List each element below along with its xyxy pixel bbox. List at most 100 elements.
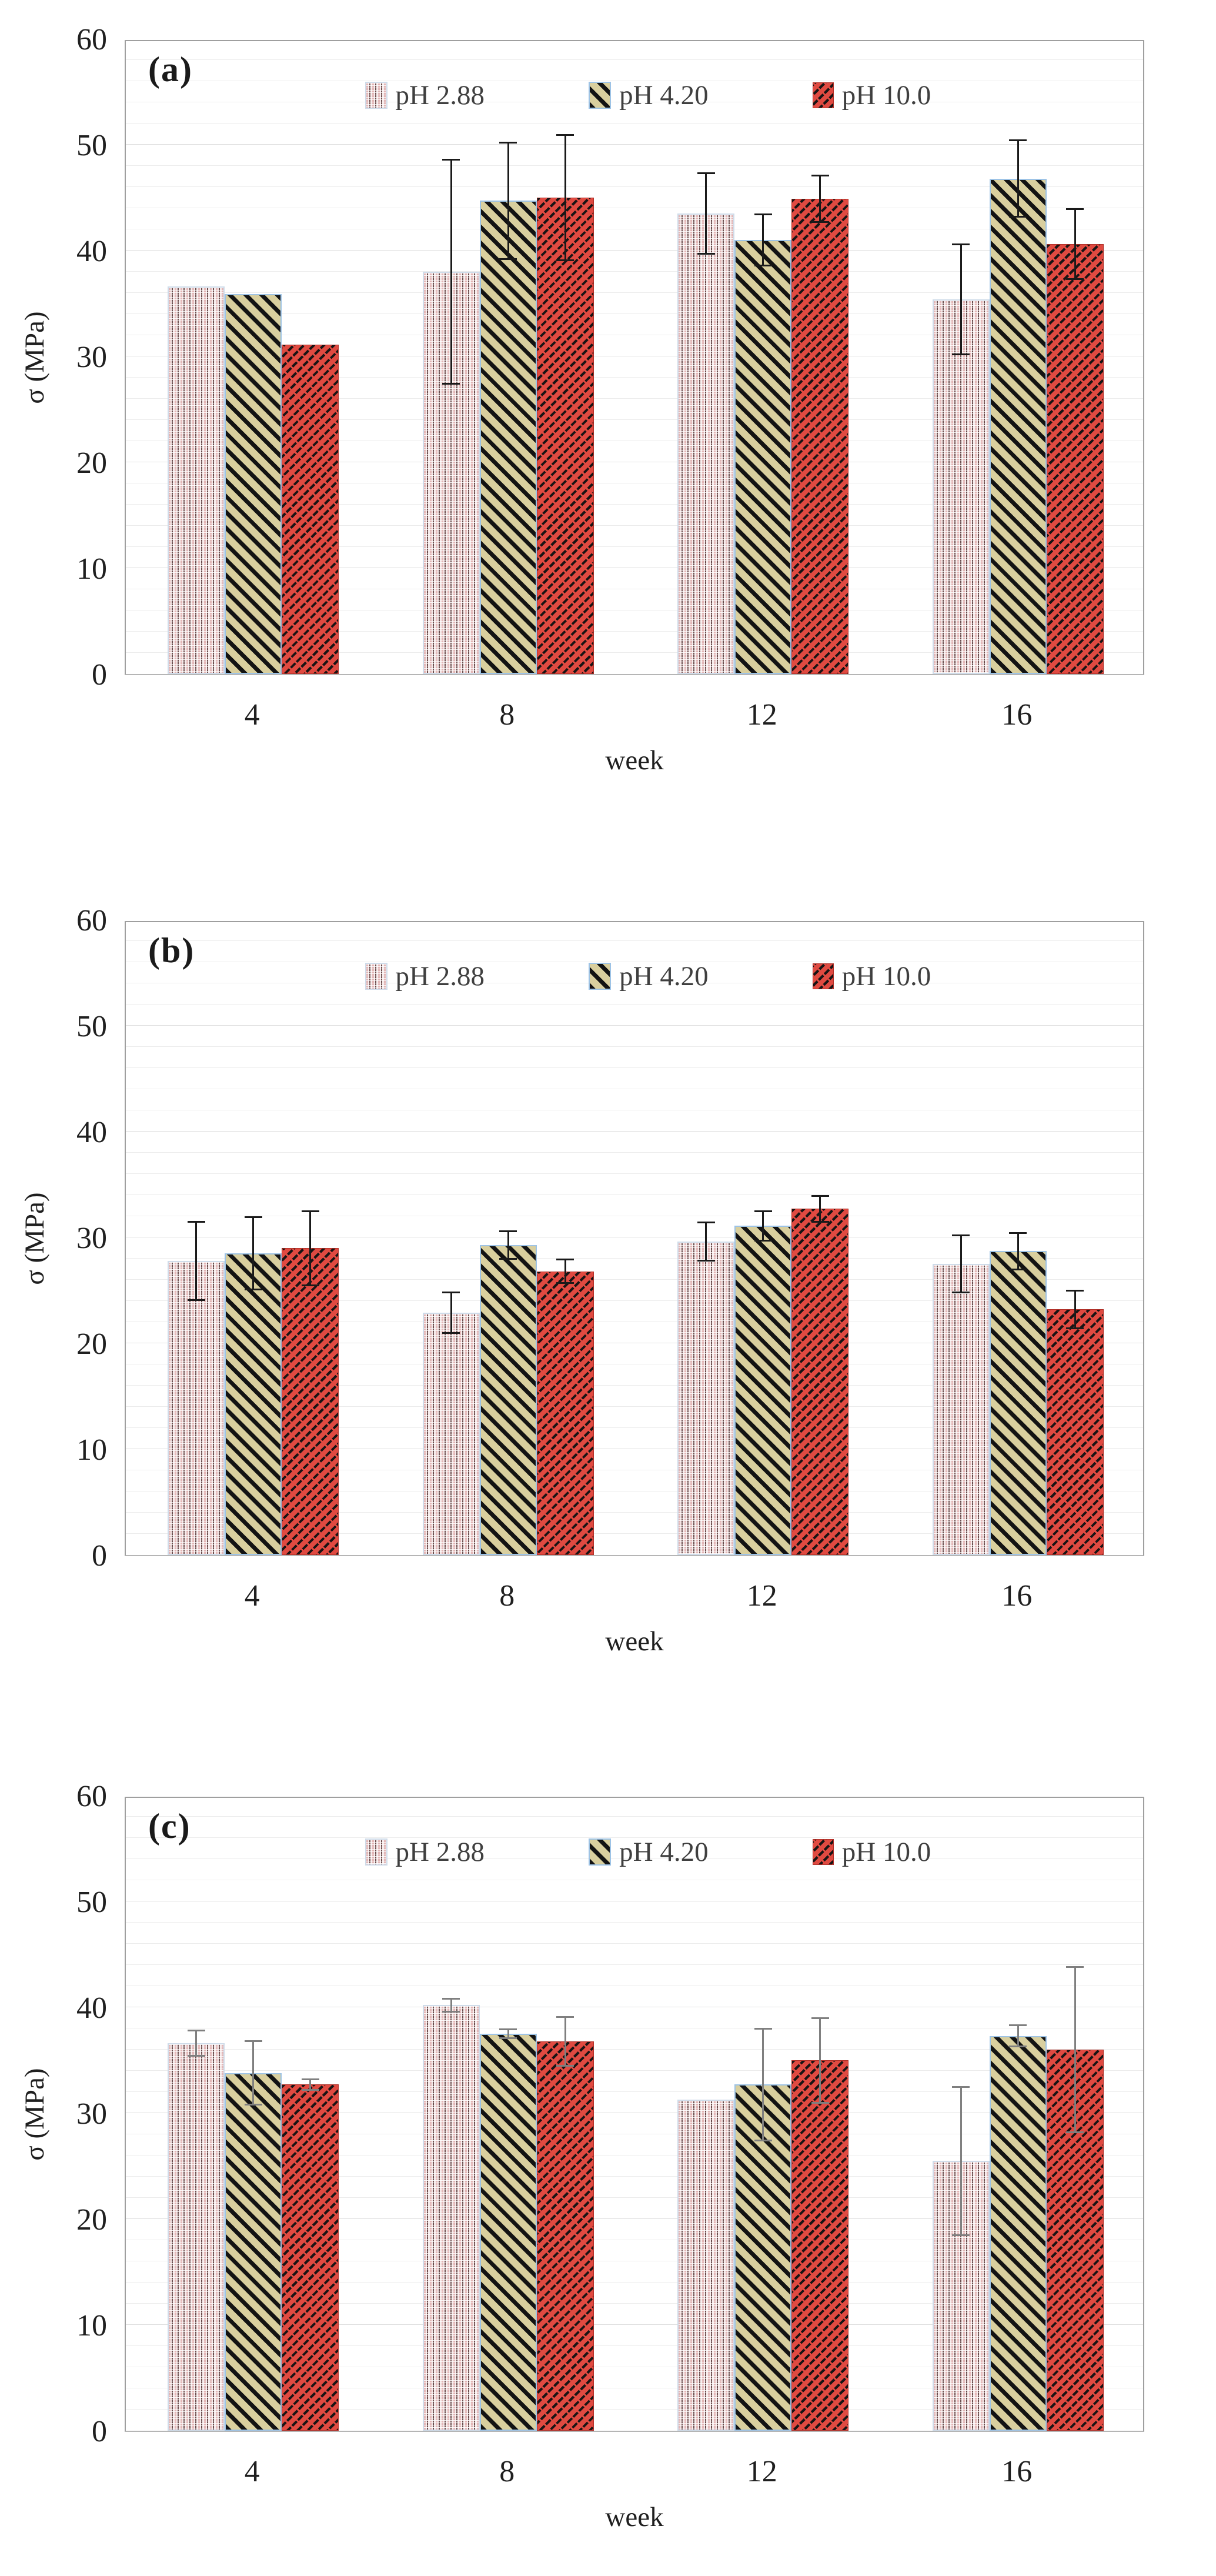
- error-bar-cap: [754, 1210, 772, 1212]
- minor-gridline: [126, 398, 1143, 399]
- error-bar: [762, 2028, 764, 2141]
- minor-gridline: [126, 2176, 1143, 2177]
- error-bar-cap: [301, 2088, 319, 2091]
- error-bar-cap: [1066, 208, 1084, 211]
- minor-gridline: [126, 1858, 1143, 1859]
- y-axis-title: σ (MPa): [19, 311, 50, 404]
- plot-area-a: (a) pH 2.88 pH 4.20 pH 10.0: [125, 40, 1144, 675]
- legend-item-ph100: pH 10.0: [812, 960, 931, 993]
- error-bar: [450, 159, 452, 384]
- error-bar-cap: [811, 1220, 829, 1223]
- bar-pH100-week8: [536, 1271, 594, 1555]
- error-bar-cap: [556, 2016, 574, 2018]
- major-gridline: [126, 2324, 1143, 2325]
- error-bar-cap: [442, 1292, 460, 1294]
- error-bar-cap: [556, 1282, 574, 1284]
- bar-pH288-week8: [422, 2005, 480, 2431]
- error-bar-cap: [556, 134, 574, 136]
- error-bar-cap: [811, 2017, 829, 2019]
- legend-label: pH 4.20: [619, 1837, 709, 1867]
- minor-gridline: [126, 292, 1143, 293]
- y-tick-label: 0: [92, 1539, 107, 1573]
- x-tick-label: 8: [499, 2455, 515, 2488]
- error-bar-cap: [811, 174, 829, 176]
- y-tick-label: 60: [76, 1780, 107, 1813]
- legend-swatch-ph288: [365, 1838, 387, 1866]
- bar-pH100-week12: [791, 2060, 849, 2431]
- error-bar-cap: [499, 141, 517, 144]
- minor-gridline: [126, 419, 1143, 420]
- bar-pH100-week8: [536, 2041, 594, 2431]
- error-bar-cap: [187, 1220, 205, 1223]
- minor-gridline: [126, 1300, 1143, 1301]
- minor-gridline: [126, 2070, 1143, 2071]
- error-bar: [564, 1259, 566, 1283]
- minor-gridline: [126, 1406, 1143, 1407]
- error-bar-cap: [499, 2028, 517, 2031]
- error-bar: [507, 142, 509, 259]
- error-bar-cap: [952, 1292, 970, 1294]
- error-bar: [564, 2017, 566, 2066]
- error-bar-cap: [442, 2010, 460, 2013]
- minor-gridline: [126, 186, 1143, 187]
- panel-label-c: (c): [148, 1807, 191, 1846]
- legend-item-ph288: pH 2.88: [365, 79, 485, 112]
- bar-pH288-week16: [932, 1264, 990, 1555]
- error-bar-cap: [301, 2078, 319, 2080]
- legend-label: pH 10.0: [841, 961, 931, 992]
- y-axis-title: σ (MPa): [19, 2068, 50, 2161]
- legend-swatch-ph100: [812, 963, 834, 989]
- y-tick-label: 40: [76, 1116, 107, 1149]
- x-tick-label: 16: [1001, 1579, 1033, 1613]
- minor-gridline: [126, 271, 1143, 272]
- y-tick-label: 0: [92, 658, 107, 692]
- legend-label: pH 2.88: [395, 80, 485, 111]
- error-bar-cap: [754, 1239, 772, 1242]
- bar-pH420-week8: [479, 1244, 537, 1555]
- legend-label: pH 10.0: [841, 1837, 931, 1867]
- bar-pH100-week8: [536, 198, 594, 674]
- y-tick-label: 10: [76, 552, 107, 586]
- legend-swatch-ph288: [365, 963, 387, 990]
- x-tick-label: 12: [746, 1579, 777, 1613]
- error-bar-cap: [1009, 215, 1027, 218]
- y-tick-label: 10: [76, 2309, 107, 2343]
- error-bar-cap: [244, 2104, 262, 2106]
- y-tick-label: 40: [76, 235, 107, 268]
- bar-pH420-week12: [734, 1226, 792, 1555]
- bar-pH420-week16: [989, 178, 1047, 674]
- y-tick-label: 50: [76, 1010, 107, 1043]
- error-bar-cap: [1009, 1232, 1027, 1234]
- error-bar-cap: [499, 2037, 517, 2039]
- bar-pH288-week4: [168, 286, 225, 674]
- error-bar-cap: [952, 2234, 970, 2236]
- major-gridline: [126, 144, 1143, 145]
- error-bar: [252, 1217, 255, 1290]
- x-tick-label: 4: [244, 698, 260, 732]
- bar-pH420-week4: [225, 2073, 282, 2431]
- minor-gridline: [126, 1533, 1143, 1534]
- major-gridline: [126, 250, 1143, 251]
- panel-label-a: (a): [148, 50, 193, 89]
- error-bar-cap: [187, 2055, 205, 2057]
- error-bar-cap: [1066, 1327, 1084, 1330]
- error-bar-cap: [754, 2140, 772, 2142]
- error-bar-cap: [754, 264, 772, 266]
- minor-gridline: [126, 2345, 1143, 2346]
- y-tick-label: 20: [76, 2203, 107, 2237]
- error-bar-cap: [1066, 278, 1084, 281]
- x-tick-label: 8: [499, 698, 515, 732]
- error-bar: [705, 173, 707, 254]
- error-bar-cap: [301, 1284, 319, 1286]
- error-bar-cap: [442, 383, 460, 385]
- legend-label: pH 2.88: [395, 1837, 485, 1867]
- minor-gridline: [126, 1816, 1143, 1817]
- panel-label-b: (b): [148, 931, 195, 970]
- minor-gridline: [126, 940, 1143, 941]
- error-bar-cap: [754, 213, 772, 216]
- legend-label: pH 4.20: [619, 80, 709, 111]
- error-bar-cap: [187, 1299, 205, 1301]
- error-bar-cap: [1009, 139, 1027, 142]
- error-bar: [762, 1211, 764, 1241]
- minor-gridline: [126, 1385, 1143, 1386]
